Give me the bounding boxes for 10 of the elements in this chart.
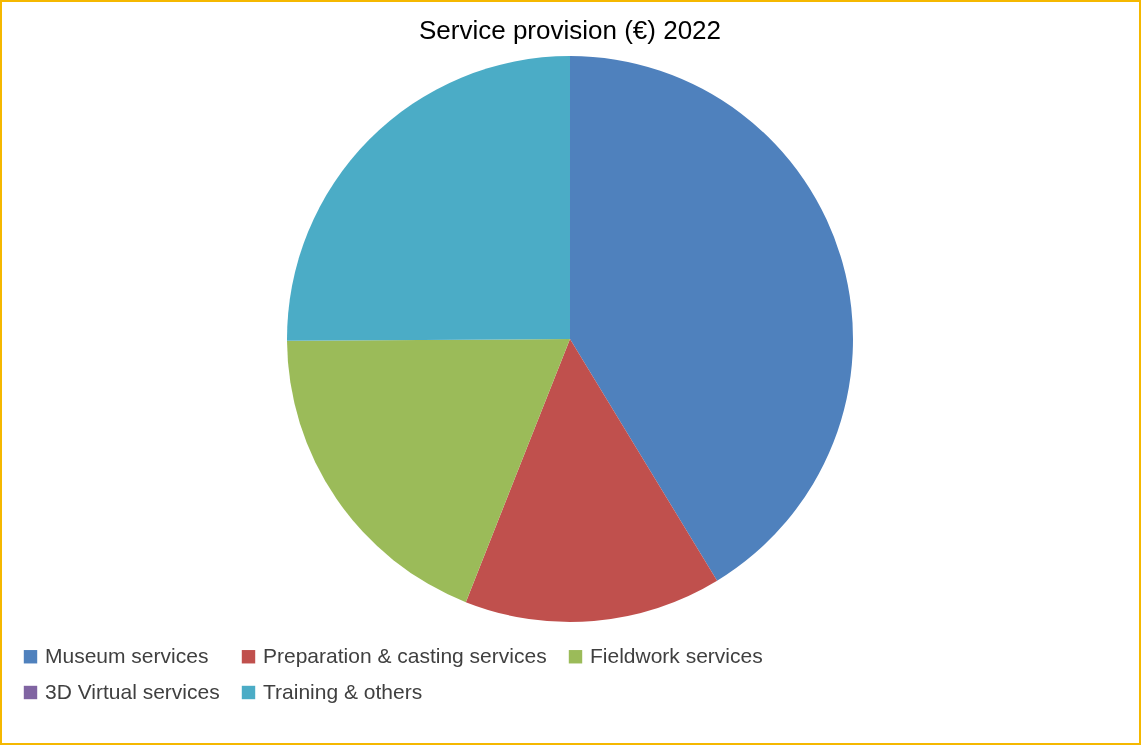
legend-label: Fieldwork services [590,643,763,667]
legend-label: Preparation & casting services [263,643,547,667]
pie-slice [287,339,570,603]
pie-slice [570,56,853,581]
legend-label: Museum services [45,643,209,667]
legend-label: Training & others [263,679,423,703]
chart-title: Service provision (€) 2022 [418,15,722,45]
pie-slice [465,339,718,622]
pie-slice [287,56,570,341]
legend-label: 3D Virtual services [45,679,220,703]
